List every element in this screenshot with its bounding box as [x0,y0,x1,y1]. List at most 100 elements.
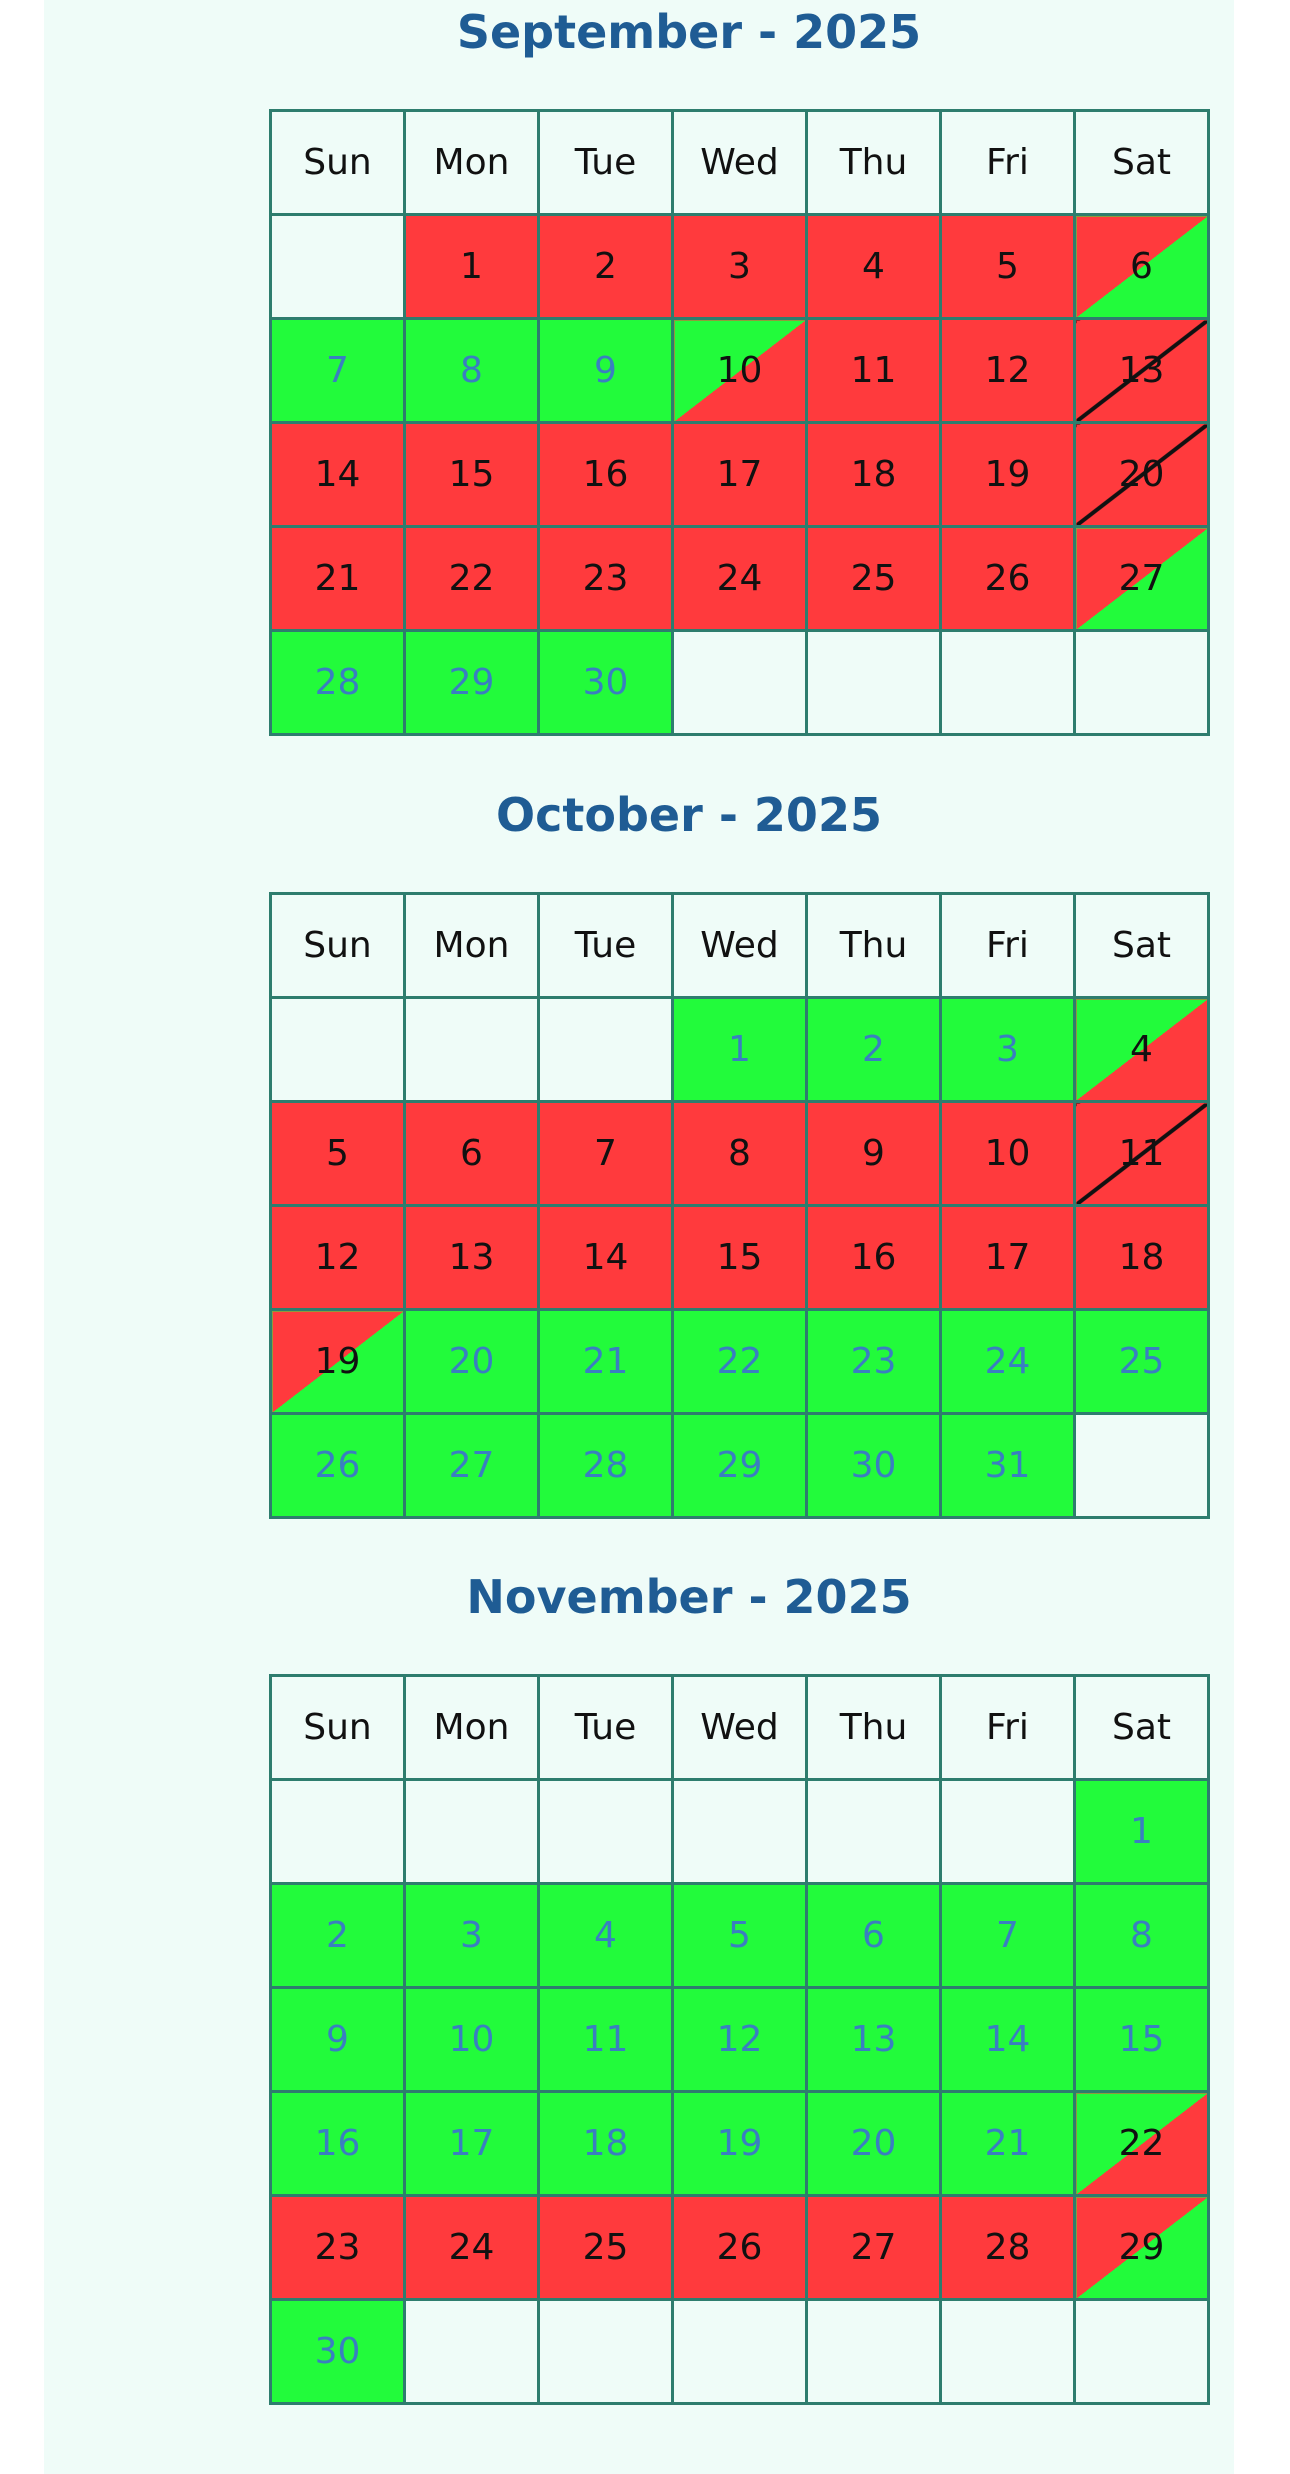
weekday-header: Mon [403,109,540,216]
day-cell[interactable]: 29 [1073,2194,1210,2301]
day-cell[interactable]: 16 [537,421,674,528]
day-cell[interactable]: 29 [671,1412,808,1519]
day-cell[interactable]: 16 [805,1204,942,1311]
day-cell[interactable]: 20 [403,1308,540,1415]
day-cell[interactable]: 2 [805,996,942,1103]
day-cell[interactable]: 27 [1073,525,1210,632]
day-cell[interactable]: 25 [805,525,942,632]
day-cell[interactable]: 8 [1073,1882,1210,1989]
day-cell[interactable]: 26 [671,2194,808,2301]
day-cell[interactable]: 18 [1073,1204,1210,1311]
day-cell[interactable]: 7 [537,1100,674,1207]
day-cell[interactable]: 12 [671,1986,808,2093]
day-cell[interactable]: 8 [403,317,540,424]
week-row: 21 22 23 24 25 26 27 [269,525,1210,632]
day-cell[interactable]: 2 [269,1882,406,1989]
day-cell[interactable]: 26 [939,525,1076,632]
day-cell[interactable]: 1 [1073,1778,1210,1885]
day-cell[interactable]: 4 [1073,996,1210,1103]
day-cell[interactable]: 5 [939,213,1076,320]
day-cell[interactable]: 14 [939,1986,1076,2093]
day-cell[interactable]: 1 [403,213,540,320]
day-cell[interactable]: 24 [671,525,808,632]
day-cell[interactable]: 28 [537,1412,674,1519]
day-cell[interactable]: 2 [537,213,674,320]
day-cell[interactable]: 12 [939,317,1076,424]
day-cell[interactable]: 22 [1073,2090,1210,2197]
day-cell[interactable]: 10 [671,317,808,424]
day-cell[interactable]: 11 [537,1986,674,2093]
day-cell[interactable]: 7 [939,1882,1076,1989]
day-cell[interactable]: 7 [269,317,406,424]
day-cell[interactable]: 13 [403,1204,540,1311]
day-cell[interactable]: 6 [1073,213,1210,320]
day-cell[interactable]: 24 [939,1308,1076,1415]
day-cell[interactable]: 30 [805,1412,942,1519]
day-cell[interactable]: 10 [939,1100,1076,1207]
day-cell[interactable]: 14 [269,421,406,528]
day-cell[interactable]: 17 [403,2090,540,2197]
week-row: 9 10 11 12 13 14 15 [269,1986,1210,2093]
weekday-header-row: Sun Mon Tue Wed Thu Fri Sat [269,1674,1210,1781]
day-cell[interactable]: 20 [1073,421,1210,528]
day-cell[interactable]: 11 [1073,1100,1210,1207]
day-cell[interactable]: 13 [1073,317,1210,424]
day-cell[interactable]: 5 [671,1882,808,1989]
day-cell[interactable]: 28 [269,629,406,736]
day-cell[interactable]: 14 [537,1204,674,1311]
day-cell[interactable]: 28 [939,2194,1076,2301]
day-cell[interactable]: 27 [403,1412,540,1519]
day-cell[interactable]: 30 [537,629,674,736]
day-cell[interactable]: 9 [269,1986,406,2093]
day-cell[interactable]: 5 [269,1100,406,1207]
day-cell[interactable]: 23 [805,1308,942,1415]
weekday-header: Sat [1073,892,1210,999]
day-cell[interactable]: 30 [269,2298,406,2405]
day-cell[interactable]: 18 [537,2090,674,2197]
day-cell[interactable]: 31 [939,1412,1076,1519]
day-cell[interactable]: 22 [671,1308,808,1415]
day-cell[interactable]: 19 [671,2090,808,2197]
day-cell[interactable]: 6 [403,1100,540,1207]
day-cell[interactable]: 23 [537,525,674,632]
day-cell[interactable]: 4 [805,213,942,320]
day-cell[interactable]: 12 [269,1204,406,1311]
day-cell[interactable]: 26 [269,1412,406,1519]
day-cell[interactable]: 18 [805,421,942,528]
empty-cell [403,2298,540,2405]
day-cell[interactable]: 21 [939,2090,1076,2197]
calendar-grid: Sun Mon Tue Wed Thu Fri Sat 1 2 3 4 5 6 7 8 9 10 11 12 13 14… [269,892,1210,1519]
day-cell[interactable]: 15 [1073,1986,1210,2093]
day-cell[interactable]: 9 [537,317,674,424]
day-cell[interactable]: 29 [403,629,540,736]
day-cell[interactable]: 1 [671,996,808,1103]
day-cell[interactable]: 19 [939,421,1076,528]
day-cell[interactable]: 3 [671,213,808,320]
day-cell[interactable]: 21 [537,1308,674,1415]
day-cell[interactable]: 3 [403,1882,540,1989]
day-cell[interactable]: 21 [269,525,406,632]
day-cell[interactable]: 3 [939,996,1076,1103]
day-cell[interactable]: 22 [403,525,540,632]
day-cell[interactable]: 6 [805,1882,942,1989]
day-cell[interactable]: 11 [805,317,942,424]
day-cell[interactable]: 8 [671,1100,808,1207]
month-title: September - 2025 [456,5,922,59]
day-cell[interactable]: 17 [671,421,808,528]
day-cell[interactable]: 13 [805,1986,942,2093]
day-cell[interactable]: 15 [403,421,540,528]
day-cell[interactable]: 4 [537,1882,674,1989]
day-cell[interactable]: 15 [671,1204,808,1311]
day-cell[interactable]: 20 [805,2090,942,2197]
day-cell[interactable]: 17 [939,1204,1076,1311]
day-cell[interactable]: 25 [1073,1308,1210,1415]
day-cell[interactable]: 16 [269,2090,406,2197]
day-cell[interactable]: 9 [805,1100,942,1207]
day-cell[interactable]: 27 [805,2194,942,2301]
day-cell[interactable]: 25 [537,2194,674,2301]
day-cell[interactable]: 23 [269,2194,406,2301]
day-cell[interactable]: 24 [403,2194,540,2301]
day-cell[interactable]: 10 [403,1986,540,2093]
day-cell[interactable]: 19 [269,1308,406,1415]
